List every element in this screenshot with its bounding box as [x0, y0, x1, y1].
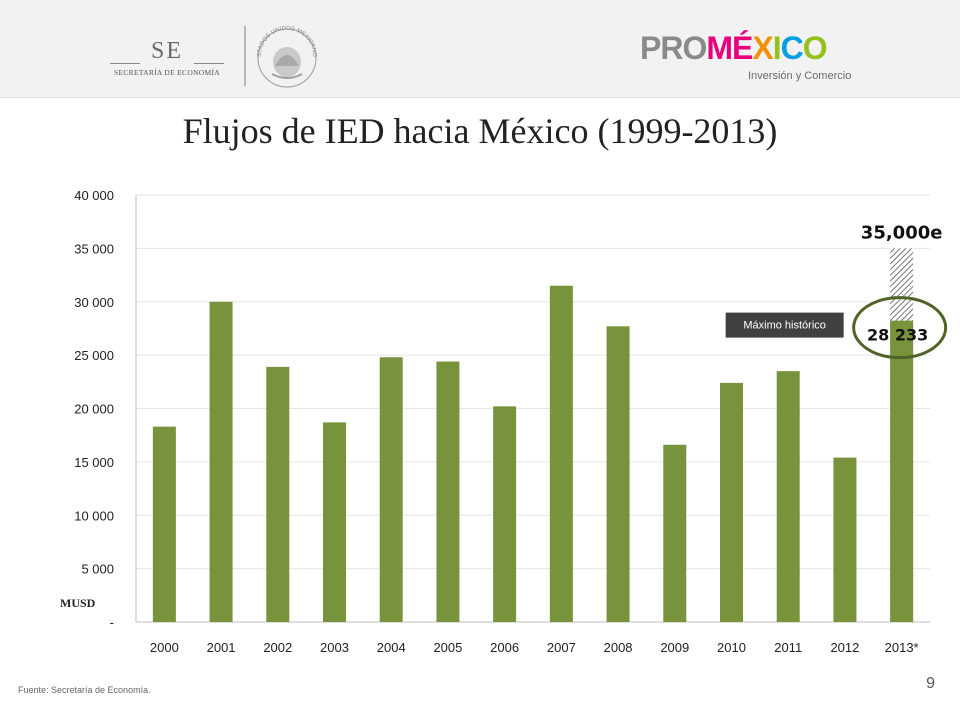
x-tick-label: 2004 [377, 640, 406, 655]
bar [266, 366, 290, 622]
se-logo-name: SECRETARÍA DE ECONOMÍA [113, 68, 220, 77]
source-note: Fuente: Secretaría de Economía. [18, 685, 151, 695]
logo-divider [244, 26, 246, 86]
highlight-circle [852, 296, 948, 360]
y-tick-label: 10 000 [74, 508, 114, 523]
x-tick-label: 2006 [490, 640, 519, 655]
page-title: Flujos de IED hacia México (1999-2013) [182, 111, 778, 151]
promexico-letter: É [732, 30, 753, 66]
promexico-logo: PROMÉXICO Inversión y Comercio [640, 30, 860, 85]
annotation-box [725, 312, 844, 338]
x-tick-label: 2007 [547, 640, 576, 655]
promexico-letter: M [706, 30, 733, 66]
bar [833, 457, 857, 622]
promexico-wordmark: PROMÉXICO [640, 30, 828, 67]
y-tick-label: 15 000 [74, 455, 114, 470]
bar [776, 371, 800, 622]
promexico-letter: I [772, 30, 782, 66]
promexico-pro: PRO [640, 30, 707, 66]
x-tick-label: 2011 [774, 640, 802, 655]
x-tick-label: 2013* [885, 640, 919, 655]
promexico-letter: O [802, 30, 828, 66]
y-axis-label: MUSD [60, 596, 96, 610]
bar [436, 361, 460, 622]
bar [323, 422, 346, 622]
bar [606, 326, 630, 622]
se-logo: SE SECRETARÍA DE ECONOMÍA [108, 38, 226, 84]
x-tick-label: 2005 [433, 640, 462, 655]
y-tick-label: 30 000 [74, 295, 114, 310]
bar-chart: - 5 000 10 000 15 000 20 000 25 000 30 000 35 0… [60, 188, 948, 655]
x-tick-label: 2000 [150, 640, 179, 655]
bar [663, 444, 687, 622]
promexico-letter: X [752, 30, 773, 66]
promexico-letter: C [780, 30, 804, 66]
x-tick-label: 2009 [660, 640, 689, 655]
y-tick-label: 35 000 [74, 241, 114, 256]
slide-header: SE SECRETARÍA DE ECONOMÍA ESTADOS UNIDOS… [0, 0, 960, 98]
x-tick-label: 2012 [830, 640, 859, 655]
bar [720, 382, 743, 622]
bar [493, 406, 517, 622]
bar [209, 301, 233, 622]
y-tick-label: 20 000 [74, 402, 114, 417]
x-tick-label: 2001 [207, 640, 236, 655]
se-logo-abbr: SE [150, 38, 183, 64]
bar [549, 285, 573, 622]
bar [890, 320, 914, 622]
x-tick-label: 2003 [320, 640, 349, 655]
x-tick-label: 2008 [604, 640, 633, 655]
bar [379, 357, 403, 622]
se-logo-line-right [194, 63, 224, 64]
se-logo-line-left [110, 63, 140, 64]
estimate-label: 35,000e [861, 222, 943, 243]
y-tick-label: 25 000 [74, 348, 114, 363]
x-tick-label: 2002 [263, 640, 292, 655]
y-tick-label: 5 000 [81, 562, 114, 577]
x-tick-label: 2010 [717, 640, 746, 655]
y-tick-label: - [110, 615, 114, 630]
bar [152, 426, 176, 622]
promexico-subtitle: Inversión y Comercio [748, 70, 852, 82]
y-tick-label: 40 000 [74, 188, 114, 203]
mexico-seal-icon: ESTADOS UNIDOS MEXICANOS [252, 22, 317, 88]
annotation-text: Máximo histórico [743, 320, 826, 332]
data-label: 28 233 [867, 326, 928, 345]
page-number: 9 [926, 675, 935, 692]
